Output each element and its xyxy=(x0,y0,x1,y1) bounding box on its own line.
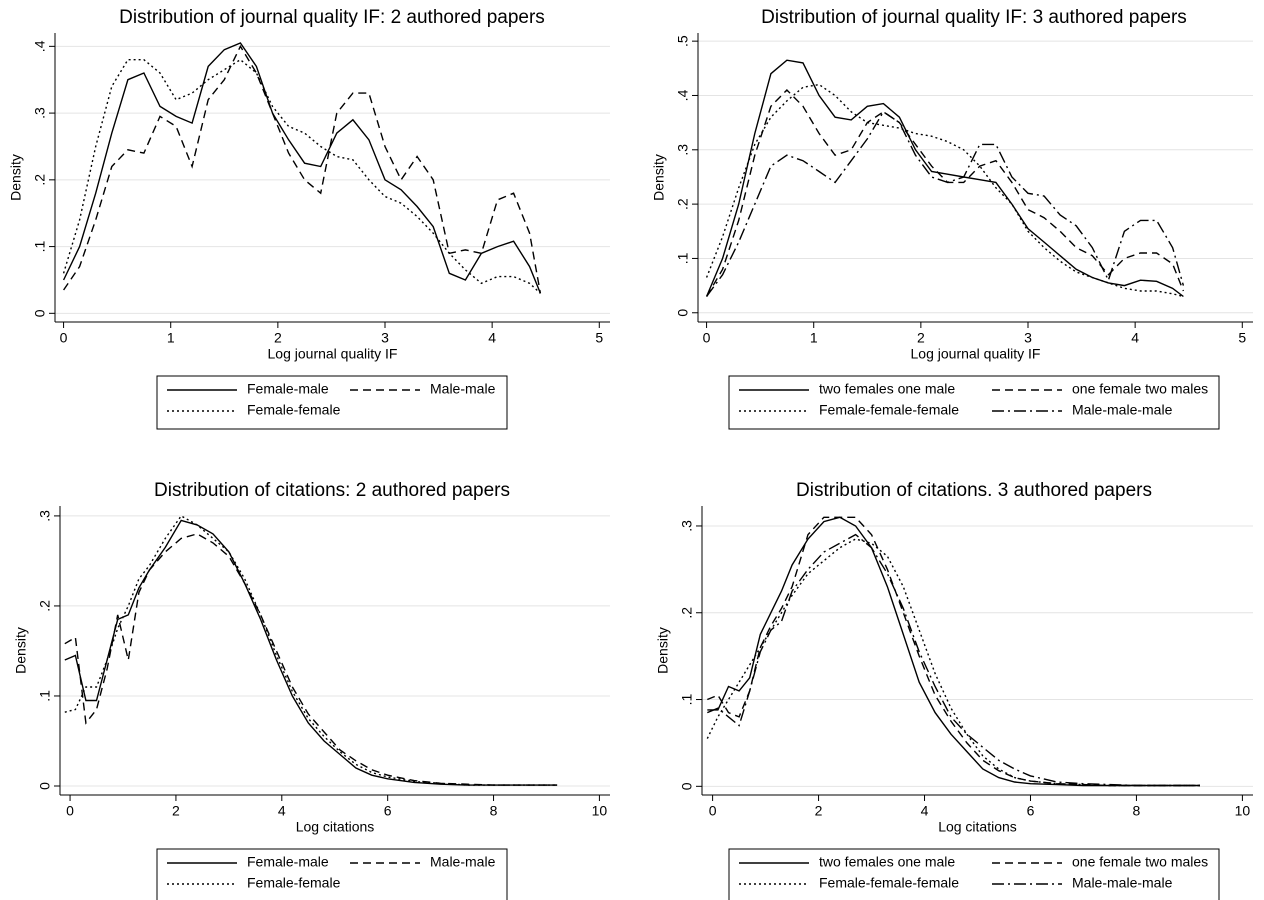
y-tick-label: .1 xyxy=(37,690,53,702)
x-tick-label: 5 xyxy=(1238,330,1246,346)
y-tick-label: .2 xyxy=(675,198,691,210)
legend-box xyxy=(156,375,508,430)
y-tick-label: 0 xyxy=(37,782,53,790)
chart-title: Distribution of citations: 2 authored pa… xyxy=(154,480,510,501)
series-line xyxy=(64,514,558,786)
x-axis-label: Log citations xyxy=(938,819,1017,835)
x-tick-label: 1 xyxy=(167,330,175,346)
y-axis-label: Density xyxy=(655,627,671,674)
x-tick-label: 0 xyxy=(709,803,717,819)
y-tick-label: .4 xyxy=(32,40,48,52)
x-axis-label: Log journal quality IF xyxy=(268,346,398,362)
legend-label: Male-male-male xyxy=(1072,875,1173,891)
legend-label: two females one male xyxy=(819,381,955,397)
series-line xyxy=(706,538,1200,787)
x-tick-label: 4 xyxy=(278,803,286,819)
y-tick-label: .1 xyxy=(675,252,691,264)
x-tick-label: 3 xyxy=(381,330,389,346)
x-tick-label: 0 xyxy=(60,330,68,346)
chart-title: Distribution of journal quality IF: 2 au… xyxy=(119,7,545,28)
x-tick-label: 4 xyxy=(921,803,929,819)
x-tick-label: 2 xyxy=(274,330,282,346)
series-line xyxy=(705,89,1185,297)
legend-label: two females one male xyxy=(819,854,955,870)
series-line xyxy=(62,42,542,294)
legend-label: Female-female xyxy=(247,875,341,891)
legend-label: one female two males xyxy=(1072,854,1208,870)
series-line xyxy=(705,59,1184,298)
x-tick-label: 2 xyxy=(917,330,925,346)
series-line xyxy=(64,533,558,786)
x-tick-label: 0 xyxy=(66,803,74,819)
legend-label: Female-male xyxy=(247,381,329,397)
chart-title: Distribution of journal quality IF: 3 au… xyxy=(761,7,1187,28)
y-tick-label: .3 xyxy=(675,144,691,156)
x-tick-label: 8 xyxy=(1133,803,1141,819)
x-tick-label: 2 xyxy=(815,803,823,819)
x-tick-label: 3 xyxy=(1024,330,1032,346)
y-tick-label: .1 xyxy=(679,693,695,705)
legend-label: Male-male xyxy=(430,854,496,870)
y-tick-label: .1 xyxy=(32,241,48,253)
x-tick-label: 6 xyxy=(384,803,392,819)
y-axis-label: Density xyxy=(651,154,667,201)
legend-box xyxy=(156,848,508,900)
series-line xyxy=(707,516,1200,787)
x-tick-label: 6 xyxy=(1027,803,1035,819)
x-tick-label: 10 xyxy=(592,803,608,819)
legend-label: Female-male xyxy=(247,854,329,870)
legend-label: Female-female-female xyxy=(819,402,959,418)
x-tick-label: 2 xyxy=(172,803,180,819)
y-tick-label: .2 xyxy=(37,600,53,612)
x-tick-label: 0 xyxy=(703,330,711,346)
y-tick-label: 0 xyxy=(32,309,48,317)
y-tick-label: 0 xyxy=(675,309,691,317)
series-line xyxy=(707,533,1200,787)
x-tick-label: 4 xyxy=(1131,330,1139,346)
x-tick-label: 5 xyxy=(595,330,603,346)
x-tick-label: 1 xyxy=(810,330,818,346)
y-tick-label: .4 xyxy=(675,89,691,101)
y-tick-label: 0 xyxy=(679,782,695,790)
series-line xyxy=(63,44,542,294)
legend-label: one female two males xyxy=(1072,381,1208,397)
x-tick-label: 8 xyxy=(490,803,498,819)
x-tick-label: 4 xyxy=(488,330,496,346)
y-tick-label: .3 xyxy=(32,107,48,119)
x-axis-label: Log journal quality IF xyxy=(911,346,1041,362)
series-line xyxy=(62,58,541,294)
legend-box xyxy=(728,848,1220,900)
x-axis-label: Log citations xyxy=(296,819,375,835)
y-tick-label: .2 xyxy=(32,174,48,186)
y-tick-label: .2 xyxy=(679,607,695,619)
legend-box xyxy=(728,375,1220,430)
series-line xyxy=(64,519,558,786)
series-line xyxy=(706,110,1185,297)
series-line xyxy=(707,516,1200,787)
legend-label: Male-male-male xyxy=(1072,402,1173,418)
y-axis-label: Density xyxy=(13,627,29,674)
y-axis-label: Density xyxy=(8,154,24,201)
y-tick-label: .3 xyxy=(37,510,53,522)
chart-title: Distribution of citations. 3 authored pa… xyxy=(796,480,1152,501)
y-tick-label: .3 xyxy=(679,520,695,532)
legend-label: Female-female-female xyxy=(819,875,959,891)
legend-label: Male-male xyxy=(430,381,496,397)
x-tick-label: 10 xyxy=(1235,803,1251,819)
legend-label: Female-female xyxy=(247,402,341,418)
y-tick-label: .5 xyxy=(675,35,691,47)
series-line xyxy=(705,83,1184,298)
